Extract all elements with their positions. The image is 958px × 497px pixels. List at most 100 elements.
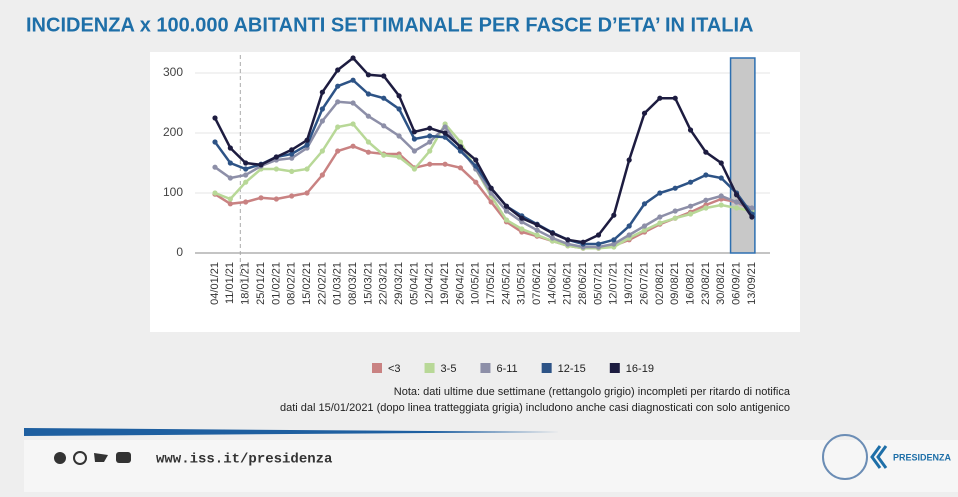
x-tick-label: 11/01/21 (224, 262, 236, 304)
point (243, 160, 249, 166)
point (519, 219, 525, 225)
point (488, 190, 494, 196)
x-tick-label: 22/03/21 (378, 262, 390, 305)
point (381, 152, 387, 158)
point (442, 161, 448, 167)
point (396, 93, 402, 99)
x-tick-label: 12/07/21 (608, 262, 620, 305)
x-tick-label: 19/07/21 (623, 262, 635, 305)
point (549, 230, 556, 236)
incomplete-box (729, 57, 756, 254)
point (672, 215, 678, 221)
point (212, 139, 218, 145)
point (488, 185, 494, 191)
divider (24, 428, 560, 436)
point (319, 106, 325, 112)
point (733, 205, 740, 211)
point (687, 179, 694, 185)
point (672, 95, 678, 101)
x-tick-label: 01/03/21 (332, 262, 344, 305)
point (672, 208, 678, 214)
point (641, 110, 648, 116)
point (641, 223, 648, 229)
point (519, 226, 525, 232)
point (319, 172, 325, 178)
point (243, 166, 249, 172)
point (212, 115, 218, 121)
point (442, 130, 448, 136)
x-tick-label: 23/08/21 (700, 262, 712, 305)
legend-label: 6-11 (496, 363, 517, 375)
point (534, 222, 540, 228)
point (657, 214, 663, 220)
point (749, 205, 755, 211)
point (549, 235, 556, 241)
point (611, 237, 617, 243)
point (611, 241, 617, 247)
point (304, 137, 310, 143)
point (657, 190, 663, 196)
point (595, 232, 602, 238)
point (350, 100, 356, 106)
point (427, 125, 433, 131)
point (289, 168, 295, 174)
x-tick-label: 12/04/21 (424, 262, 436, 305)
point (703, 172, 709, 178)
x-tick-label: 08/02/21 (286, 262, 298, 305)
point (243, 179, 249, 185)
point (289, 147, 295, 153)
point (319, 118, 325, 124)
point (611, 212, 617, 218)
point (687, 203, 694, 209)
point (457, 148, 464, 154)
note: dati dal 15/01/2021 (dopo linea trattegg… (280, 402, 790, 414)
point (227, 145, 233, 151)
x-tick-label: 01/02/21 (270, 262, 282, 305)
point (565, 237, 571, 243)
series-line (213, 78, 753, 246)
x-tick-label: 17/05/21 (485, 262, 497, 305)
point (457, 139, 464, 145)
x-tick-label: 08/03/21 (347, 262, 359, 305)
point (626, 223, 632, 229)
point (427, 133, 433, 139)
point (411, 129, 418, 135)
x-tick-label: 13/09/21 (746, 262, 758, 305)
point (457, 144, 464, 150)
x-tick-label: 14/06/21 (546, 262, 558, 305)
point (427, 148, 433, 154)
x-tick-label: 26/04/21 (454, 262, 466, 305)
point (304, 142, 310, 148)
brand-logo (870, 445, 888, 469)
x-tick-label: 31/05/21 (516, 262, 528, 305)
point (672, 185, 678, 191)
point (687, 127, 694, 133)
point (473, 157, 479, 163)
x-tick-label: 06/09/21 (730, 262, 742, 305)
x-tick-label: 09/08/21 (669, 262, 681, 305)
point (488, 199, 494, 205)
x-tick-label: 21/06/21 (562, 262, 574, 305)
point (212, 164, 218, 170)
point (703, 205, 709, 211)
point (641, 227, 648, 233)
point (519, 215, 525, 221)
point (718, 193, 724, 199)
point (703, 149, 709, 155)
point (227, 201, 233, 207)
footer-bar (24, 440, 958, 492)
point (534, 227, 540, 233)
point (427, 161, 433, 167)
plot-panel (150, 52, 800, 332)
point (289, 151, 295, 157)
point (703, 197, 709, 203)
point (258, 195, 264, 201)
footer-url: www.iss.it/presidenza (156, 452, 333, 468)
x-tick-label: 16/08/21 (684, 262, 696, 305)
point (411, 166, 418, 172)
x-tick-label: 29/03/21 (393, 262, 405, 305)
legend-label: 12-15 (558, 363, 586, 375)
legend-label: 16-19 (626, 363, 654, 375)
x-tick-label: 15/02/21 (301, 262, 313, 305)
point (687, 211, 694, 217)
